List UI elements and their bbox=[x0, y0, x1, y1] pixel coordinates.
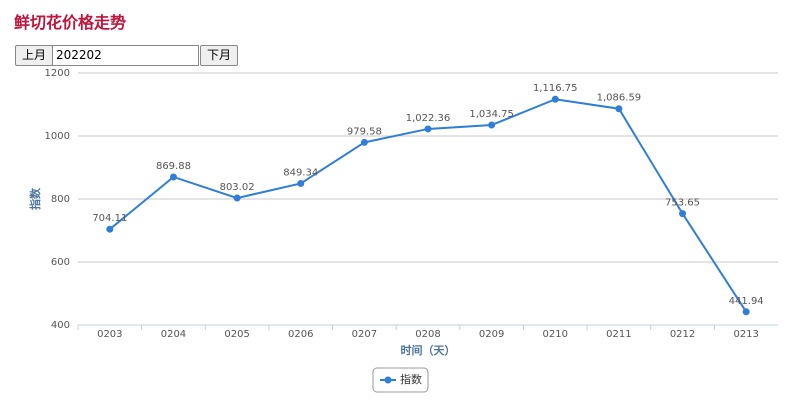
data-label: 1,034.75 bbox=[469, 109, 514, 120]
data-point bbox=[615, 105, 623, 113]
y-tick-label: 1000 bbox=[45, 131, 70, 142]
y-tick-label: 1200 bbox=[45, 68, 70, 79]
x-tick-label: 0206 bbox=[288, 329, 313, 340]
legend-marker bbox=[384, 376, 392, 384]
x-tick-label: 0207 bbox=[352, 329, 377, 340]
x-tick-label: 0209 bbox=[479, 329, 504, 340]
data-label: 803.02 bbox=[220, 182, 255, 193]
data-label: 704.11 bbox=[92, 213, 127, 224]
data-point bbox=[233, 194, 241, 202]
y-tick-label: 600 bbox=[51, 257, 70, 268]
x-tick-label: 0205 bbox=[224, 329, 249, 340]
data-label: 849.34 bbox=[283, 167, 318, 178]
data-point bbox=[742, 308, 750, 316]
prev-button[interactable]: 上月 bbox=[15, 45, 54, 66]
data-label: 753.65 bbox=[665, 198, 700, 209]
data-point bbox=[488, 121, 496, 129]
x-tick-label: 0213 bbox=[733, 329, 758, 340]
x-tick-label: 0203 bbox=[97, 329, 122, 340]
page-title: 鲜切花价格走势 bbox=[14, 13, 127, 32]
y-tick-label: 400 bbox=[51, 320, 70, 331]
x-tick-label: 0204 bbox=[161, 329, 186, 340]
data-point bbox=[679, 210, 687, 218]
data-point bbox=[424, 125, 432, 133]
data-point bbox=[551, 95, 559, 103]
x-tick-label: 0210 bbox=[543, 329, 568, 340]
x-tick-label: 0212 bbox=[670, 329, 695, 340]
data-label: 441.94 bbox=[729, 296, 764, 307]
next-button[interactable]: 下月 bbox=[200, 45, 239, 66]
legend-box bbox=[372, 367, 429, 393]
data-point bbox=[360, 138, 368, 146]
y-axis-label: 指数 bbox=[28, 187, 42, 210]
legend-label: 指数 bbox=[400, 372, 422, 386]
x-tick-label: 0208 bbox=[415, 329, 440, 340]
data-point bbox=[106, 225, 114, 233]
data-label: 1,022.36 bbox=[406, 113, 451, 124]
data-label: 979.58 bbox=[347, 126, 382, 137]
x-axis-label: 时间（天） bbox=[401, 343, 456, 357]
data-label: 1,116.75 bbox=[533, 83, 578, 94]
month-input[interactable]: 202202 bbox=[52, 45, 199, 66]
data-point bbox=[169, 173, 177, 181]
data-point bbox=[297, 179, 305, 187]
data-label: 1,086.59 bbox=[597, 93, 642, 104]
y-tick-label: 800 bbox=[51, 194, 70, 205]
x-tick-label: 0211 bbox=[606, 329, 631, 340]
data-label: 869.88 bbox=[156, 161, 191, 172]
